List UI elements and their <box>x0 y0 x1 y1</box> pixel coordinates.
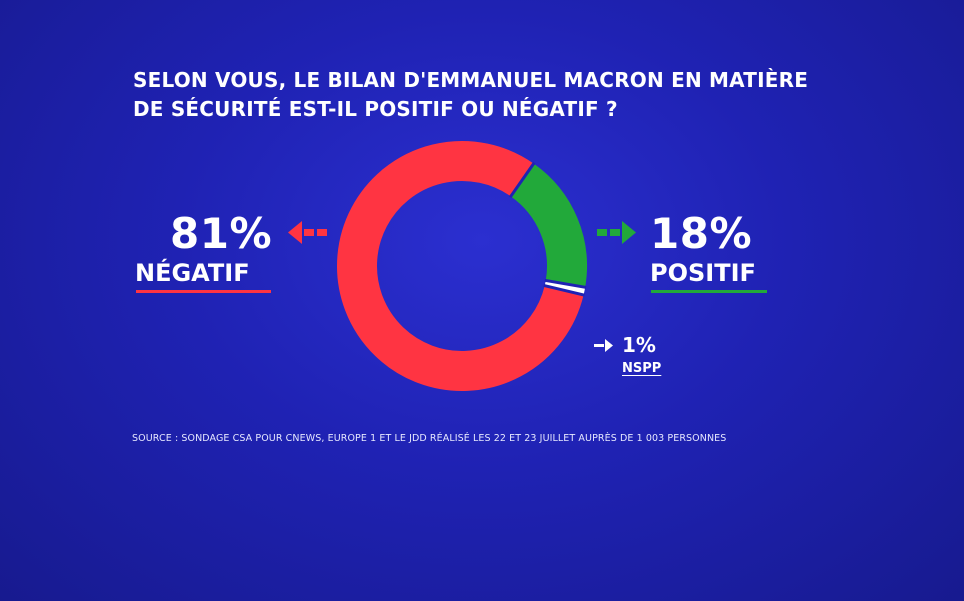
positif-percentage: 18% <box>650 209 753 258</box>
slice-separator <box>508 161 536 199</box>
arrow-right-icon <box>597 221 636 244</box>
nspp-label: NSPP <box>622 361 662 376</box>
positif-label: POSITIF <box>650 259 756 287</box>
donut-slices <box>337 141 587 391</box>
slice-separator <box>543 284 585 297</box>
positif-underline <box>651 290 767 293</box>
nspp-percentage: 1% <box>622 333 656 357</box>
negatif-underline <box>136 290 271 293</box>
chart-title: SELON VOUS, LE BILAN D'EMMANUEL MACRON E… <box>133 66 893 124</box>
arrow-small-right-icon <box>594 339 613 352</box>
title-line-2: DE SÉCURITÉ EST-IL POSITIF OU NÉGATIF ? <box>133 97 618 121</box>
negatif-percentage: 81% <box>170 209 273 258</box>
arrow-left-icon <box>288 221 327 244</box>
negatif-label: NÉGATIF <box>135 259 250 287</box>
title-line-1: SELON VOUS, LE BILAN D'EMMANUEL MACRON E… <box>133 68 809 92</box>
slice-n-gatif <box>337 141 584 391</box>
slice-positif <box>510 163 587 288</box>
source-note: SOURCE : SONDAGE CSA POUR CNEWS, EUROPE … <box>132 433 727 444</box>
slice-separator <box>544 278 587 289</box>
